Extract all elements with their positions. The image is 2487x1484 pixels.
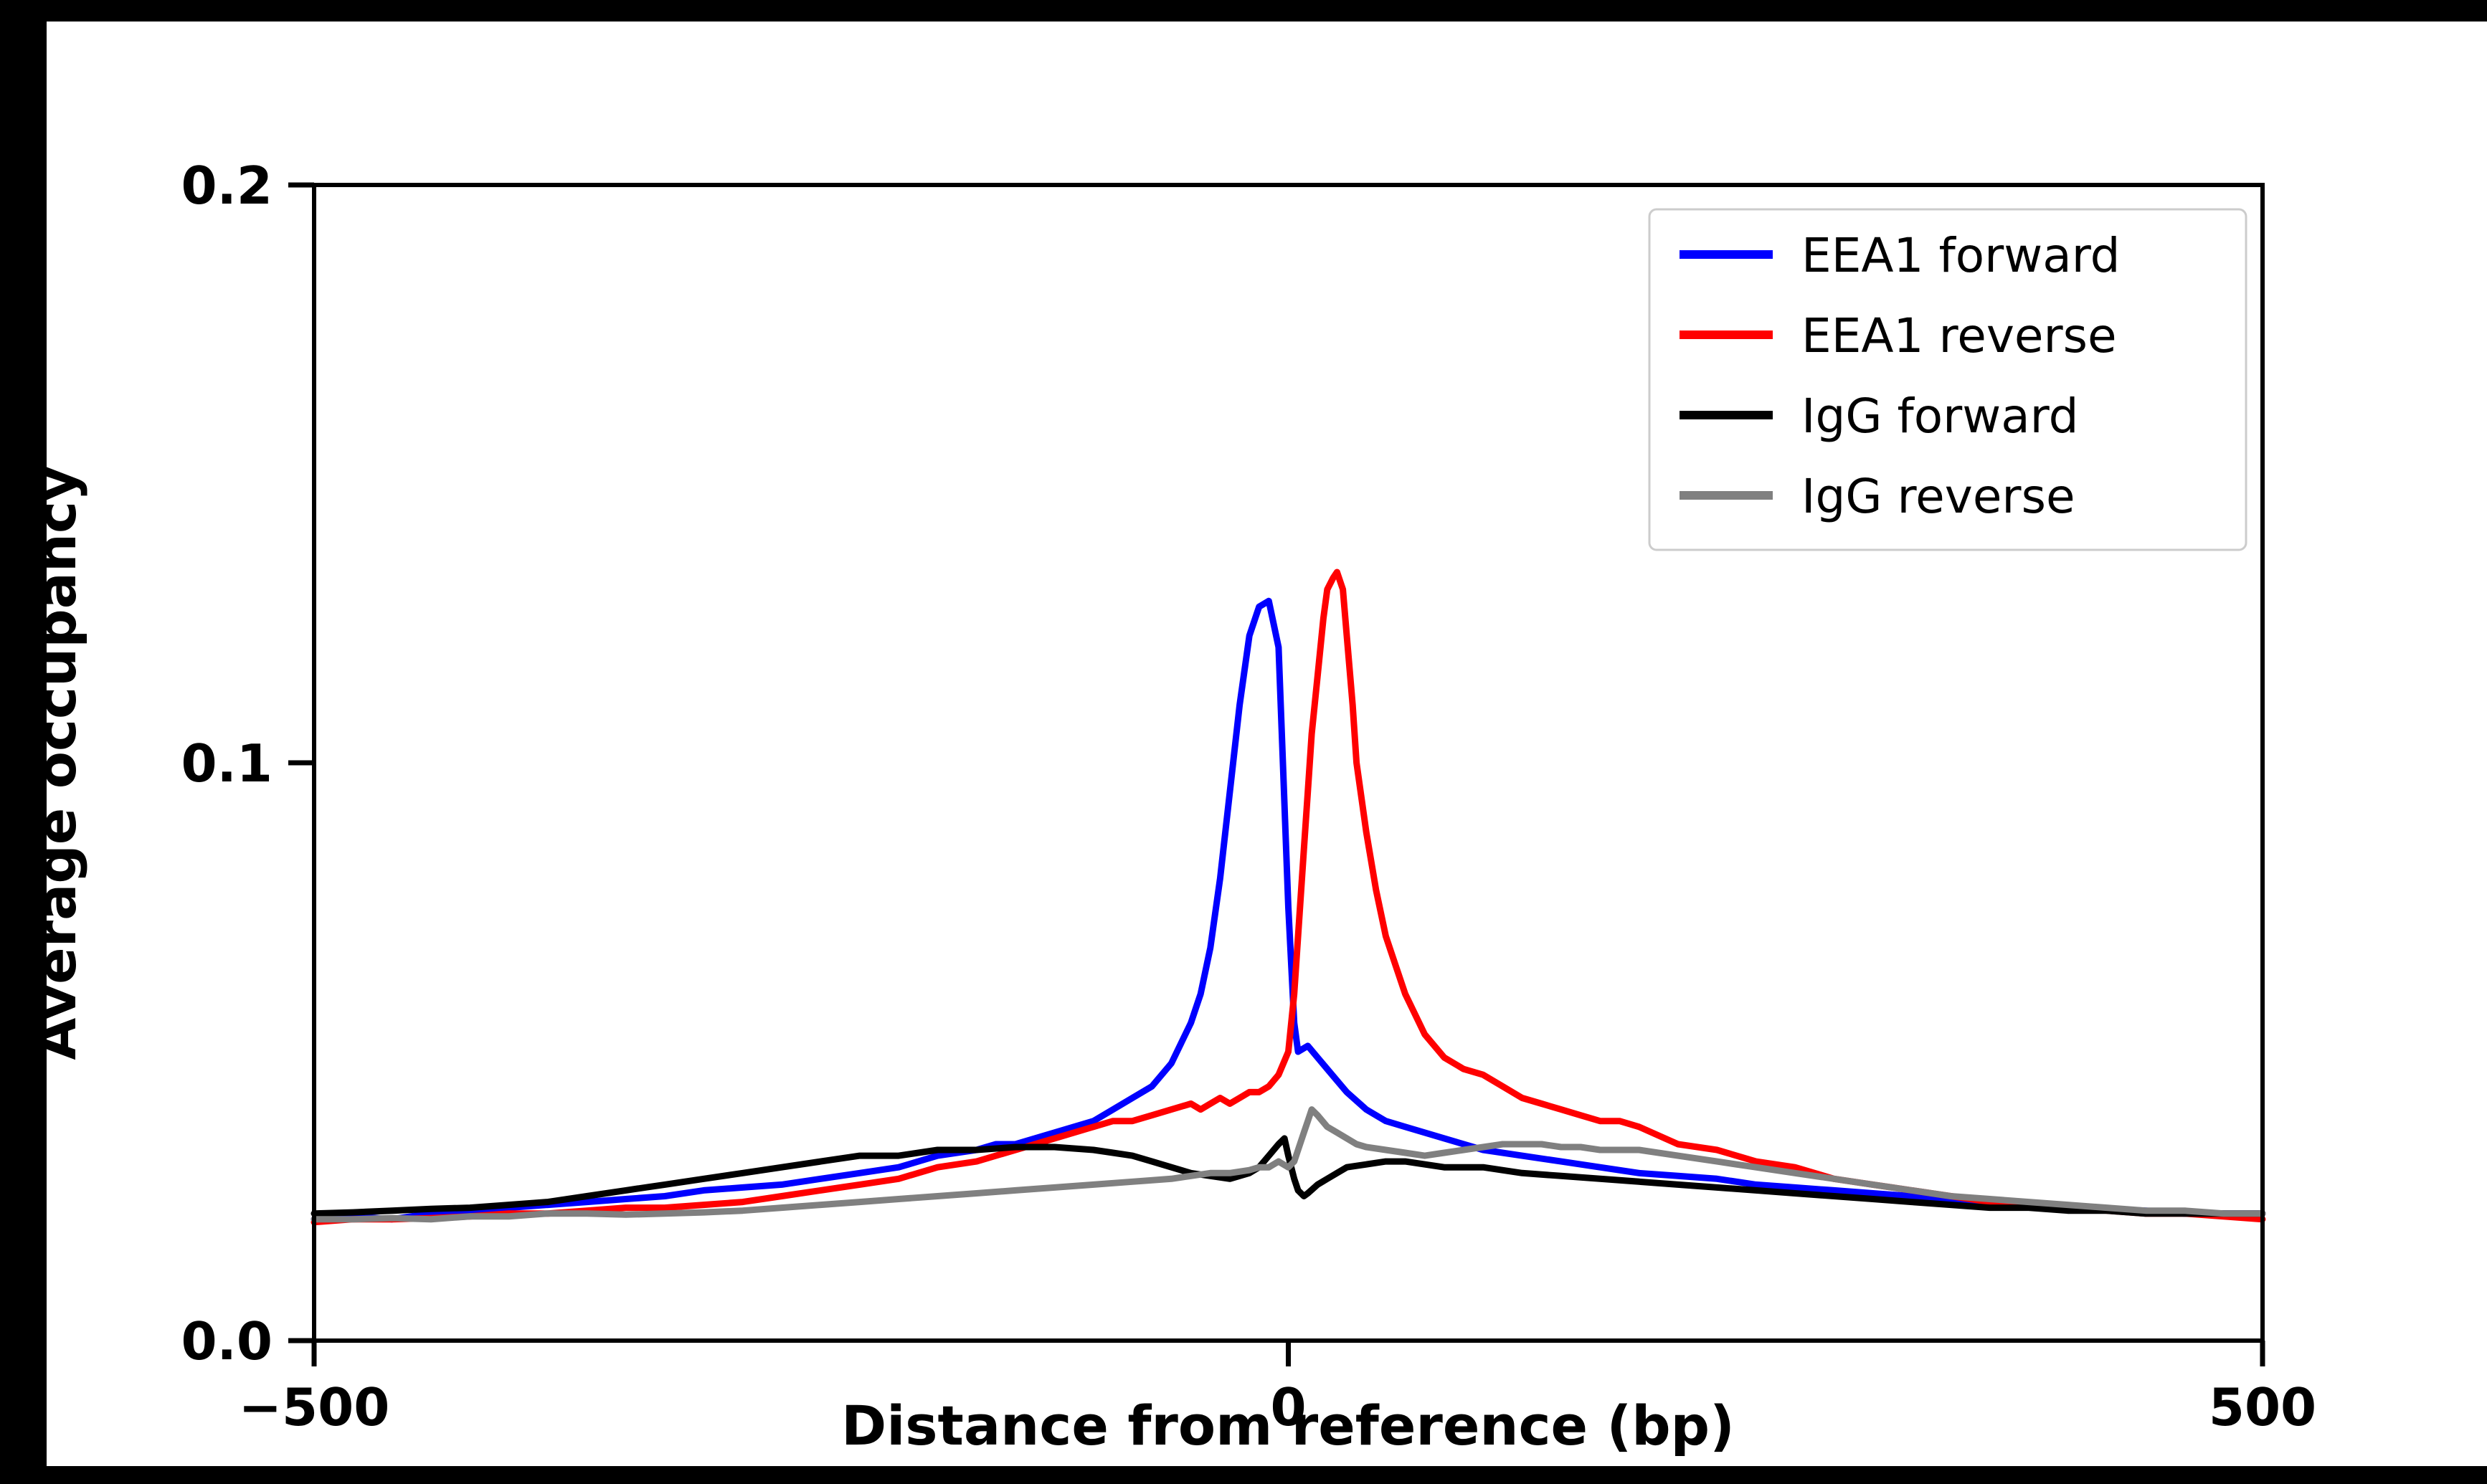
series-lines <box>311 569 2266 1226</box>
series-line-igg-reverse <box>311 1106 2266 1223</box>
y-axis-ticks: 0.0 0.1 0.2 <box>181 156 314 1371</box>
legend-label-igg-reverse: IgG reverse <box>1801 469 2075 524</box>
x-axis-label: Distance from reference (bp) <box>841 1394 1735 1457</box>
y-tick-label: 0.2 <box>181 156 273 216</box>
y-axis-label: Average occupancy <box>24 465 88 1060</box>
legend: EEA1 forward EEA1 reverse IgG forward IgG r… <box>1648 208 2247 551</box>
x-tick-label: −500 <box>239 1377 390 1437</box>
legend-label-eea1-reverse: EEA1 reverse <box>1801 308 2117 363</box>
series-line-eea1-forward <box>311 597 2266 1223</box>
x-tick-label: 500 <box>2209 1377 2316 1437</box>
series-line-eea1-reverse <box>311 569 2266 1226</box>
series-line-igg-forward <box>311 1135 2266 1217</box>
x-tick-label: 0 <box>1270 1377 1306 1437</box>
legend-label-eea1-forward: EEA1 forward <box>1801 228 2121 283</box>
y-tick-label: 0.0 <box>181 1311 273 1371</box>
x-axis-ticks: −500 0 500 <box>239 1341 2316 1437</box>
legend-box <box>1648 208 2247 551</box>
legend-label-igg-forward: IgG forward <box>1801 389 2079 444</box>
y-tick-label: 0.1 <box>181 733 273 794</box>
